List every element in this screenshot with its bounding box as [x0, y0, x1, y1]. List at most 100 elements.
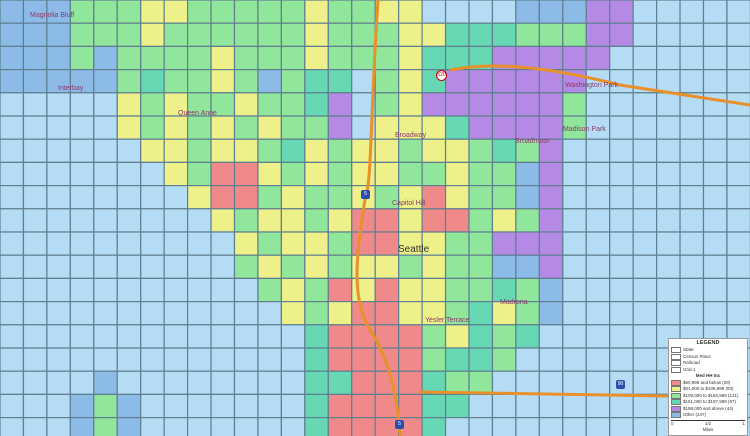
grid-cell[interactable] — [702, 22, 728, 48]
grid-cell[interactable] — [93, 417, 118, 436]
grid-cell[interactable] — [163, 68, 189, 94]
grid-cell[interactable] — [163, 347, 189, 372]
grid-cell[interactable] — [538, 208, 564, 233]
grid-cell[interactable] — [632, 370, 658, 396]
grid-cell[interactable] — [46, 22, 71, 48]
grid-cell[interactable] — [421, 0, 447, 24]
grid-cell[interactable] — [327, 254, 353, 279]
grid-cell[interactable] — [702, 138, 728, 163]
grid-cell[interactable] — [116, 254, 142, 279]
grid-cell[interactable] — [210, 417, 236, 436]
grid-cell[interactable] — [187, 208, 212, 233]
grid-cell[interactable] — [0, 417, 25, 436]
grid-cell[interactable] — [22, 370, 48, 396]
grid-cell[interactable] — [655, 45, 681, 71]
grid-cell[interactable] — [398, 301, 423, 326]
grid-cell[interactable] — [233, 417, 259, 436]
grid-cell[interactable] — [609, 301, 634, 326]
grid-cell[interactable] — [116, 347, 142, 372]
grid-cell[interactable] — [444, 161, 470, 187]
grid-cell[interactable] — [679, 254, 705, 279]
grid-cell[interactable] — [421, 417, 447, 436]
grid-cell[interactable] — [726, 115, 750, 140]
grid-cell[interactable] — [210, 208, 236, 233]
grid-cell[interactable] — [257, 22, 283, 48]
grid-cell[interactable] — [187, 324, 212, 349]
grid-cell[interactable] — [444, 208, 470, 233]
grid-cell[interactable] — [491, 138, 517, 163]
grid-cell[interactable] — [538, 0, 564, 24]
grid-cell[interactable] — [187, 185, 212, 210]
grid-cell[interactable] — [22, 393, 48, 419]
grid-cell[interactable] — [421, 277, 447, 303]
grid-cell[interactable] — [93, 115, 118, 140]
grid-cell[interactable] — [116, 22, 142, 48]
grid-cell[interactable] — [93, 22, 118, 48]
grid-cell[interactable] — [163, 301, 189, 326]
grid-cell[interactable] — [69, 115, 95, 140]
grid-cell[interactable] — [304, 254, 329, 279]
grid-cell[interactable] — [562, 231, 587, 256]
grid-cell[interactable] — [46, 161, 71, 187]
grid-cell[interactable] — [257, 45, 283, 71]
grid-cell[interactable] — [304, 92, 329, 117]
grid-cell[interactable] — [679, 208, 705, 233]
grid-cell[interactable] — [140, 324, 165, 349]
grid-cell[interactable] — [374, 161, 400, 187]
grid-cell[interactable] — [585, 92, 611, 117]
grid-cell[interactable] — [116, 208, 142, 233]
grid-cell[interactable] — [69, 22, 95, 48]
grid-cell[interactable] — [0, 185, 25, 210]
grid-cell[interactable] — [93, 68, 118, 94]
grid-cell[interactable] — [585, 208, 611, 233]
grid-cell[interactable] — [444, 347, 470, 372]
grid-cell[interactable] — [491, 0, 517, 24]
grid-cell[interactable] — [46, 417, 71, 436]
grid-cell[interactable] — [327, 208, 353, 233]
grid-cell[interactable] — [0, 231, 25, 256]
grid-cell[interactable] — [538, 161, 564, 187]
grid-cell[interactable] — [609, 324, 634, 349]
grid-cell[interactable] — [257, 92, 283, 117]
grid-cell[interactable] — [46, 208, 71, 233]
grid-cell[interactable] — [515, 0, 540, 24]
grid-cell[interactable] — [93, 185, 118, 210]
grid-cell[interactable] — [69, 301, 95, 326]
grid-cell[interactable] — [210, 231, 236, 256]
grid-cell[interactable] — [351, 277, 376, 303]
grid-cell[interactable] — [538, 254, 564, 279]
grid-cell[interactable] — [280, 231, 306, 256]
grid-cell[interactable] — [233, 254, 259, 279]
grid-cell[interactable] — [538, 115, 564, 140]
grid-cell[interactable] — [398, 370, 423, 396]
grid-cell[interactable] — [210, 324, 236, 349]
grid-cell[interactable] — [609, 347, 634, 372]
grid-cell[interactable] — [163, 254, 189, 279]
grid-cell[interactable] — [22, 161, 48, 187]
grid-cell[interactable] — [210, 68, 236, 94]
grid-cell[interactable] — [233, 161, 259, 187]
grid-cell[interactable] — [702, 115, 728, 140]
grid-cell[interactable] — [398, 161, 423, 187]
grid-cell[interactable] — [22, 254, 48, 279]
grid-cell[interactable] — [280, 208, 306, 233]
grid-cell[interactable] — [187, 393, 212, 419]
grid-cell[interactable] — [421, 22, 447, 48]
grid-cell[interactable] — [187, 347, 212, 372]
grid-cell[interactable] — [0, 22, 25, 48]
grid-cell[interactable] — [468, 277, 494, 303]
grid-cell[interactable] — [468, 68, 494, 94]
grid-cell[interactable] — [562, 208, 587, 233]
grid-cell[interactable] — [93, 231, 118, 256]
grid-cell[interactable] — [116, 231, 142, 256]
grid-cell[interactable] — [726, 161, 750, 187]
grid-cell[interactable] — [140, 185, 165, 210]
grid-cell[interactable] — [398, 324, 423, 349]
grid-cell[interactable] — [468, 347, 494, 372]
grid-cell[interactable] — [233, 115, 259, 140]
grid-cell[interactable] — [210, 254, 236, 279]
grid-cell[interactable] — [280, 138, 306, 163]
grid-cell[interactable] — [655, 161, 681, 187]
grid-cell[interactable] — [562, 0, 587, 24]
grid-cell[interactable] — [140, 92, 165, 117]
